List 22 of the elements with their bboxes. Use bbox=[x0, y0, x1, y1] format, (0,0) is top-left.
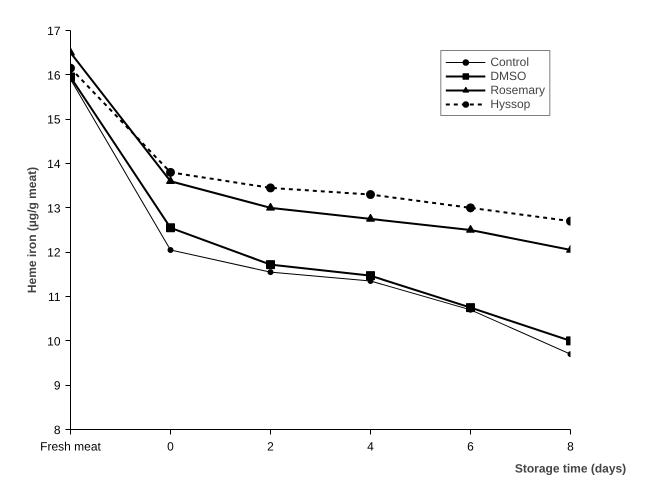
y-tick-label: 15 bbox=[47, 112, 61, 127]
x-tick-label: 6 bbox=[467, 440, 474, 454]
x-tick-label: 0 bbox=[167, 440, 174, 454]
legend-label: DMSO bbox=[490, 69, 526, 83]
x-tick-label: 4 bbox=[367, 440, 374, 454]
x-tick-label: 8 bbox=[567, 440, 574, 454]
legend-label: Hyssop bbox=[490, 97, 530, 111]
y-tick-label: 17 bbox=[47, 24, 61, 38]
y-tick-label: 10 bbox=[47, 334, 61, 348]
y-tick-label: 13 bbox=[47, 201, 61, 216]
y-tick-label: 9 bbox=[54, 378, 61, 393]
y-axis-title: Heme iron (µg/g meat) bbox=[25, 166, 40, 294]
y-tick-label: 12 bbox=[47, 246, 61, 260]
y-tick-label: 14 bbox=[47, 157, 61, 171]
x-tick-label: Fresh meat bbox=[40, 440, 102, 454]
y-tick-label: 8 bbox=[54, 423, 61, 437]
x-axis-title: Storage time (days) bbox=[514, 462, 626, 476]
legend-label: Rosemary bbox=[490, 83, 545, 97]
legend-label: Control bbox=[490, 55, 529, 69]
y-tick-label: 11 bbox=[48, 290, 61, 304]
x-tick-label: 2 bbox=[267, 440, 274, 454]
y-tick-label: 16 bbox=[47, 68, 61, 82]
